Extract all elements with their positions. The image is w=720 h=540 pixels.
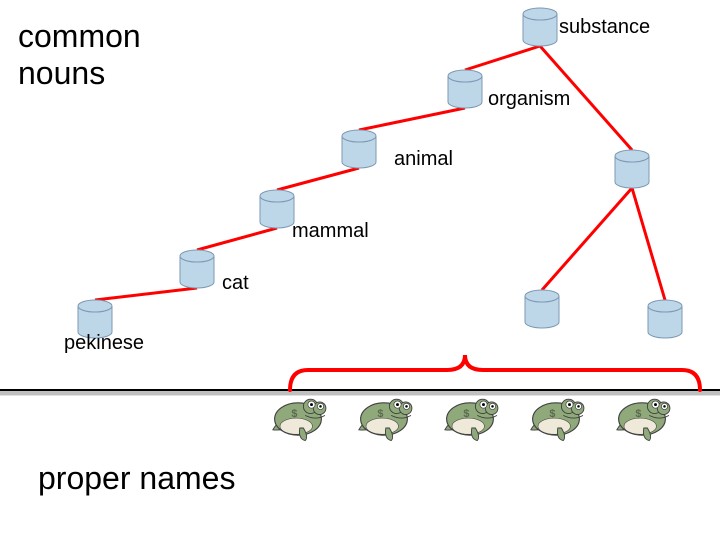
label-substance: substance [559, 16, 650, 39]
frog-icon: $ [359, 399, 412, 440]
svg-text:$: $ [549, 408, 555, 420]
frog-icon: $ [617, 399, 670, 440]
edge-r1-r2 [542, 188, 632, 290]
edge-r1-r3 [632, 188, 665, 300]
label-mammal: mammal [292, 220, 369, 243]
node-animal [342, 130, 376, 168]
node-r2 [525, 290, 559, 328]
edge-organism-animal [359, 108, 465, 130]
edge-mammal-cat [197, 228, 277, 250]
node-mammal [260, 190, 294, 228]
frog-icon: $ [273, 399, 326, 440]
node-r3 [648, 300, 682, 338]
edge-animal-mammal [277, 168, 359, 190]
label-animal: animal [394, 148, 453, 171]
node-cat [180, 250, 214, 288]
frog-icon: $ [445, 399, 498, 440]
footer-proper-names: proper names [38, 460, 235, 497]
edge-substance-organism [465, 46, 540, 70]
node-organism [448, 70, 482, 108]
svg-text:$: $ [463, 408, 469, 420]
node-substance [523, 8, 557, 46]
edge-cat-pekinese [95, 288, 197, 300]
title-common-nouns: common nouns [18, 18, 141, 92]
frog-icon: $ [531, 399, 584, 440]
label-pekinese: pekinese [64, 332, 144, 355]
svg-text:$: $ [377, 408, 383, 420]
label-cat: cat [222, 272, 249, 295]
svg-text:$: $ [291, 408, 297, 420]
svg-text:$: $ [635, 408, 641, 420]
frogs-bracket [290, 355, 700, 390]
diagram-stage: $ $ $ $ $ common nouns proper names substanc… [0, 0, 720, 540]
label-organism: organism [488, 88, 570, 111]
node-r1 [615, 150, 649, 188]
